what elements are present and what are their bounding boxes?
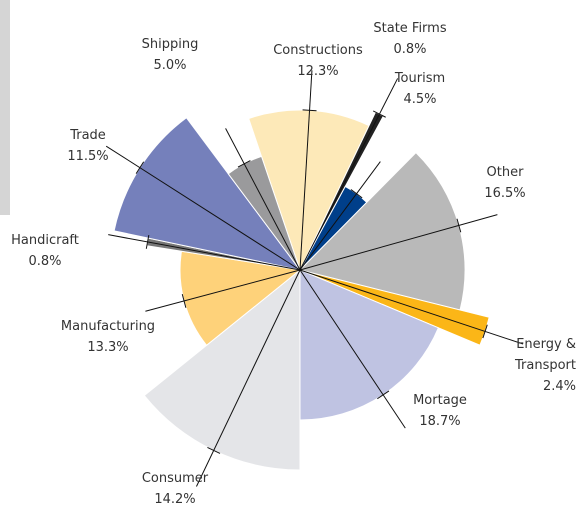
slice-percent: 12.3% bbox=[297, 64, 339, 79]
slice-percent: 2.4% bbox=[542, 379, 576, 394]
leader-line bbox=[299, 78, 399, 271]
leader-line bbox=[108, 234, 301, 271]
leader-tick bbox=[207, 446, 221, 454]
leader-line bbox=[299, 269, 406, 429]
slice-name: Manufacturing bbox=[60, 319, 156, 334]
slice-percent: 13.3% bbox=[87, 340, 129, 355]
slice-percent: 18.7% bbox=[419, 414, 461, 429]
slice-name: Mortage bbox=[413, 393, 467, 408]
slice-label: Trade 11.5% bbox=[33, 125, 143, 167]
leader-tick bbox=[181, 294, 187, 308]
slice-name: Trade bbox=[70, 128, 106, 143]
slice-name: State Firms bbox=[373, 21, 447, 36]
slice-name: Other bbox=[486, 165, 524, 180]
leader-line bbox=[105, 145, 301, 271]
leader-tick bbox=[302, 109, 317, 112]
leader-line bbox=[299, 161, 381, 271]
slice-name: Tourism bbox=[394, 71, 446, 86]
slice-percent: 11.5% bbox=[67, 149, 109, 164]
side-bar bbox=[0, 0, 10, 215]
slice-label: Mortage 18.7% bbox=[385, 390, 495, 432]
leader-line bbox=[299, 70, 313, 271]
slice-label: Manufacturing 13.3% bbox=[53, 316, 163, 358]
slice-label: Tourism 4.5% bbox=[365, 68, 475, 110]
slice-percent: 4.5% bbox=[403, 92, 437, 107]
leader-line bbox=[145, 269, 301, 312]
slice-label: Shipping 5.0% bbox=[115, 34, 225, 76]
leader-tick bbox=[135, 161, 145, 174]
slice-name: Shipping bbox=[141, 37, 199, 52]
leader-tick bbox=[456, 218, 462, 233]
slice-percent: 0.8% bbox=[393, 42, 427, 57]
leader-tick bbox=[237, 160, 251, 168]
slice-label: Consumer 14.2% bbox=[120, 468, 230, 506]
leader-tick bbox=[377, 390, 390, 400]
slice-percent: 5.0% bbox=[153, 58, 187, 73]
slice-name: Handicraft bbox=[11, 233, 79, 248]
slice-name: Constructions bbox=[273, 43, 363, 58]
slice-label: Energy & Transport 2.4% bbox=[470, 334, 576, 397]
slice-percent: 16.5% bbox=[484, 186, 526, 201]
leader-tick bbox=[372, 110, 386, 118]
slice-name: Consumer bbox=[141, 471, 209, 486]
leader-tick bbox=[350, 189, 363, 199]
leader-tick bbox=[482, 324, 488, 339]
slice-label: State Firms 0.8% bbox=[355, 18, 465, 60]
slice-label: Other 16.5% bbox=[450, 162, 560, 204]
slice-name: Energy & Transport bbox=[514, 337, 576, 373]
slice-percent: 14.2% bbox=[154, 492, 196, 506]
leader-line bbox=[299, 214, 498, 271]
leader-line bbox=[225, 128, 301, 271]
slice-label: Constructions 12.3% bbox=[263, 40, 373, 82]
leader-line bbox=[299, 269, 524, 345]
leader-tick bbox=[145, 234, 150, 249]
slice-label: Handicraft 0.8% bbox=[0, 230, 100, 272]
slice-percent: 0.8% bbox=[28, 254, 62, 269]
